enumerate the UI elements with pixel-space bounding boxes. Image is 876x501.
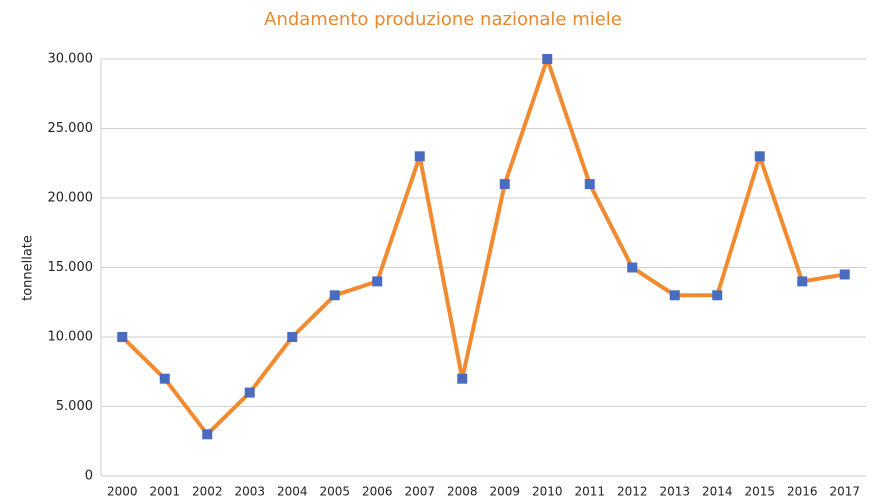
x-tick-label: 2001	[149, 485, 180, 499]
x-tick-label: 2014	[702, 485, 733, 499]
data-marker	[584, 179, 595, 190]
data-marker	[202, 429, 213, 440]
y-tick-label: 5.000	[56, 399, 93, 414]
data-marker	[542, 54, 553, 64]
x-tick-label: 2012	[617, 485, 648, 499]
data-marker	[627, 262, 638, 273]
y-tick-label: 30.000	[48, 52, 94, 67]
x-tick-label: 2013	[659, 485, 690, 499]
x-tick-label: 2008	[447, 485, 478, 499]
data-marker	[372, 276, 383, 287]
x-tick-label: 2003	[234, 485, 265, 499]
x-tick-label: 2004	[277, 485, 308, 499]
y-axis-label: tonnellate	[21, 235, 36, 301]
data-marker	[797, 276, 808, 287]
x-tick-label: 2005	[319, 485, 350, 499]
y-tick-label: 15.000	[48, 260, 94, 275]
data-marker	[712, 290, 723, 301]
x-tick-label: 2009	[489, 485, 520, 499]
x-tick-label: 2015	[744, 485, 775, 499]
x-tick-label: 2017	[829, 485, 860, 499]
data-marker	[499, 179, 510, 190]
data-marker	[117, 332, 128, 342]
data-marker	[669, 290, 680, 301]
x-tick-label: 2010	[532, 485, 563, 499]
x-tick-label: 2011	[574, 485, 605, 499]
data-marker	[414, 151, 425, 162]
data-marker	[754, 151, 765, 162]
x-tick-label: 2000	[107, 485, 138, 499]
chart-title: Andamento produzione nazionale miele	[264, 9, 622, 30]
x-tick-label: 2016	[787, 485, 818, 499]
x-tick-label: 2002	[192, 485, 223, 499]
y-tick-label: 25.000	[48, 121, 94, 136]
data-marker	[159, 373, 170, 384]
y-tick-label: 20.000	[48, 191, 94, 206]
data-marker	[457, 373, 468, 384]
data-marker	[839, 269, 850, 280]
y-tick-label: 0	[85, 469, 93, 484]
data-marker	[329, 290, 340, 301]
y-tick-label: 10.000	[48, 330, 94, 345]
data-marker	[244, 387, 255, 398]
series-line	[120, 57, 846, 437]
x-tick-label: 2006	[362, 485, 393, 499]
data-marker	[287, 332, 298, 342]
x-tick-label: 2007	[404, 485, 435, 499]
